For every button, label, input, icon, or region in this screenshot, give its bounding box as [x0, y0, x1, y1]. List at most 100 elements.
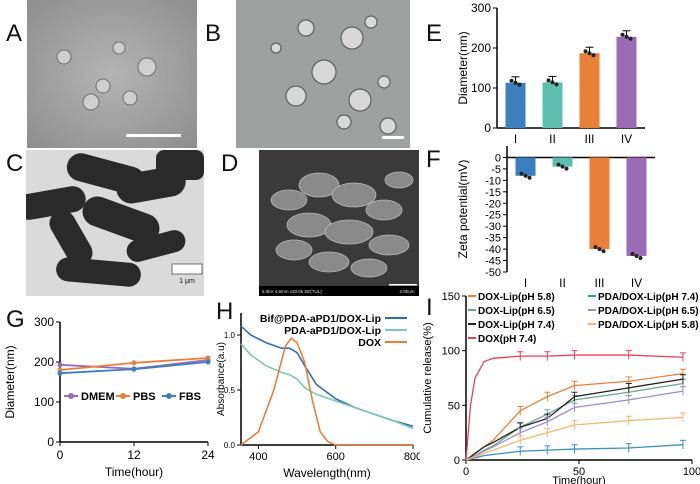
sem-info-text: 5.0kV 4.6mm x20.0k SE(TUL)	[262, 289, 322, 294]
data-point	[601, 249, 606, 254]
y-tick-label: 0	[495, 152, 501, 164]
y-axis-label: Diameter(nm)	[3, 345, 17, 418]
x-tick-label: 0	[463, 466, 469, 478]
data-point	[593, 245, 598, 250]
y-axis-label: Cumulative release(%)	[422, 322, 434, 433]
y-tick-label: 0.5	[224, 386, 236, 395]
data-point	[527, 175, 532, 180]
legend-label: DOX(pH 7.4)	[478, 334, 536, 345]
y-tick-label: 200	[471, 41, 491, 55]
bar	[616, 36, 637, 128]
y-tick-label: 300	[34, 315, 54, 329]
series-line	[465, 390, 684, 461]
legend-label: DOX-Lip(pH 7.4)	[478, 320, 555, 331]
y-tick-label: 0	[47, 435, 54, 449]
data-point	[554, 82, 559, 87]
panel-label-h: H	[216, 298, 234, 325]
data-point	[628, 36, 633, 41]
data-point	[556, 162, 561, 167]
panel-label-d: D	[221, 150, 239, 177]
data-point	[587, 51, 592, 56]
y-tick-label: 150	[442, 291, 460, 303]
chart-g-stability: 0 100 200 300 0 12 24 DMEM PBS FBS Time(hour) Diame…	[3, 315, 215, 479]
x-axis-label: Wavelength(nm)	[283, 466, 371, 480]
x-tick-label: 50	[573, 466, 585, 478]
data-point	[550, 80, 555, 85]
bar	[515, 157, 536, 176]
y-tick-label: 200	[34, 355, 54, 369]
data-point	[519, 171, 524, 176]
y-tick-label: -10	[485, 175, 501, 187]
x-tick-label: 600	[327, 451, 345, 463]
bar	[589, 157, 610, 250]
y-tick-label: 0	[484, 121, 491, 135]
legend-marker	[68, 393, 74, 399]
x-tick-label: II	[549, 132, 556, 146]
series-line	[465, 378, 684, 461]
series-point	[57, 362, 63, 368]
x-axis-label: Time(hour)	[552, 475, 605, 484]
y-tick-label: -15	[485, 187, 501, 199]
y-axis-label: Diameter(nm)	[456, 31, 470, 104]
legend-label: DMEM	[81, 391, 115, 403]
x-tick-label: II	[559, 276, 566, 290]
chart-f-zeta: 0-5-10-15-20-25-30-35-40-45-50I II III IVZe…	[456, 146, 655, 290]
x-tick-label: IV	[621, 132, 632, 146]
bar	[542, 82, 563, 128]
y-tick-label: -25	[485, 210, 501, 222]
series-line	[240, 337, 413, 446]
x-tick-label: I	[524, 276, 527, 290]
series-line	[240, 343, 414, 430]
data-point	[583, 49, 588, 54]
y-tick-label: -35	[485, 233, 501, 245]
series-point	[57, 370, 63, 376]
legend-marker	[120, 393, 126, 399]
tem-image-c: 1 μm	[26, 150, 204, 296]
data-point	[597, 247, 602, 252]
series-line	[465, 416, 683, 461]
y-tick-label: -20	[485, 198, 501, 210]
x-tick-label: 800	[404, 451, 420, 463]
tem-image-b	[236, 0, 410, 148]
data-point	[634, 253, 639, 258]
series-point	[205, 359, 211, 365]
chart-h-absorbance: 0.0 0.5 1.0 400 600 800 Bif@PDA-aPD1/DOX-LipPD…	[216, 313, 420, 480]
legend-marker	[166, 393, 172, 399]
scale-bar-label-c: 1 μm	[179, 278, 195, 285]
data-point	[591, 53, 596, 58]
y-axis-label: Zeta potential(mV)	[456, 160, 470, 259]
series-point	[205, 355, 211, 361]
series-point	[131, 366, 137, 372]
legend-label: Bif@PDA-aPD1/DOX-Lip	[260, 313, 381, 325]
data-point	[523, 173, 528, 178]
x-tick-label: I	[514, 132, 517, 146]
y-tick-label: 100	[34, 395, 54, 409]
y-tick-label: -30	[485, 221, 501, 233]
data-point	[546, 78, 551, 83]
series-point	[131, 360, 137, 366]
data-point	[630, 251, 635, 256]
x-axis-label: Time(hour)	[105, 465, 163, 479]
x-tick-label: III	[584, 132, 594, 146]
y-tick-label: 0.0	[224, 441, 236, 450]
panel-label-g: G	[6, 306, 25, 333]
bar	[626, 157, 647, 256]
y-axis-label: Absorbance(a.u)	[216, 342, 227, 416]
bar	[552, 157, 573, 167]
panel-label-i: I	[426, 294, 433, 321]
data-point	[638, 255, 643, 260]
legend-label: DOX-Lip(pH 6.5)	[478, 306, 555, 317]
legend-label: PDA/DOX-Lip(pH 7.4)	[598, 292, 699, 303]
legend-label: PDA/DOX-Lip(pH 5.8)	[598, 320, 699, 331]
data-point	[517, 82, 522, 87]
series-line	[465, 354, 683, 461]
x-tick-label: 100	[683, 466, 700, 478]
x-tick-label: 12	[127, 448, 141, 462]
x-tick-label: 24	[201, 448, 215, 462]
data-point	[560, 164, 565, 169]
x-tick-label: 0	[57, 448, 64, 462]
chart-i-release: 0 50 100 150 0 50 100 DOX-Lip(pH 5.8) DOX-Lip(pH…	[422, 291, 700, 484]
y-tick-label: -5	[491, 164, 501, 176]
panel-label-e: E	[426, 20, 443, 47]
y-tick-label: 100	[442, 346, 460, 358]
